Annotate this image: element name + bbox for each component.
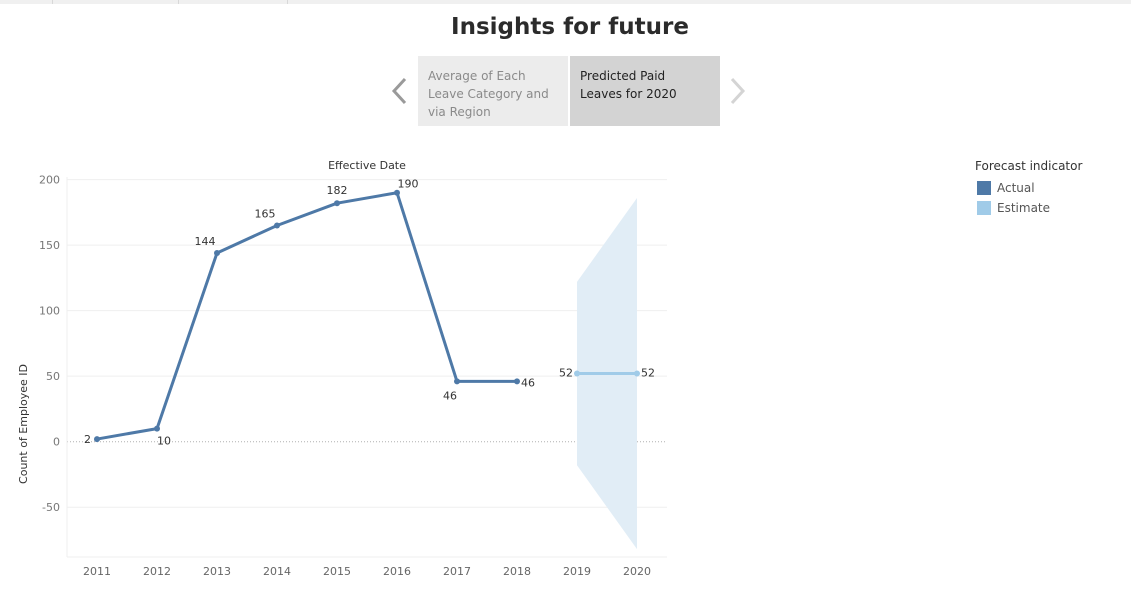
data-label-actual: 190: [398, 178, 419, 191]
top-toolbar-strip: [0, 0, 1131, 4]
data-point-actual: [514, 378, 520, 385]
legend-item-actual[interactable]: Actual: [975, 178, 1082, 198]
legend-label-actual: Actual: [997, 181, 1035, 195]
data-label-actual: 10: [157, 435, 171, 448]
x-tick-label: 2015: [323, 565, 351, 578]
x-tick-label: 2020: [623, 565, 651, 578]
legend-swatch-estimate: [977, 201, 991, 215]
y-tick-label: 100: [39, 305, 60, 318]
data-point-actual: [214, 250, 220, 256]
y-tick-label: -50: [42, 501, 60, 514]
x-tick-label: 2019: [563, 565, 591, 578]
chevron-left-icon[interactable]: [390, 76, 410, 106]
data-label-actual: 165: [255, 207, 276, 220]
legend: Forecast indicator Actual Estimate: [975, 159, 1082, 218]
data-label-actual: 2: [84, 433, 91, 446]
data-point-actual: [394, 189, 400, 196]
x-tick-label: 2016: [383, 565, 411, 578]
y-tick-label: 0: [53, 436, 60, 449]
toolbar-separator: [52, 0, 53, 4]
data-label-actual: 46: [521, 376, 535, 389]
data-point-actual: [154, 425, 160, 432]
series-line-actual: [96, 191, 517, 441]
legend-label-estimate: Estimate: [997, 201, 1051, 215]
data-point-actual: [94, 436, 100, 443]
data-point-actual: [334, 200, 340, 207]
story-point-leave-average[interactable]: Average of Each Leave Category and via R…: [418, 56, 568, 126]
y-axis-label: Count of Employee ID: [17, 364, 30, 484]
x-tick-label: 2018: [503, 565, 531, 578]
data-point-estimate: [574, 370, 580, 377]
data-point-actual: [274, 222, 280, 229]
x-tick-label: 2012: [143, 565, 171, 578]
toolbar-separator: [287, 0, 288, 4]
data-label-actual: 144: [195, 235, 216, 248]
y-tick-label: 200: [39, 174, 60, 187]
y-tick-label: 50: [46, 370, 60, 383]
legend-item-estimate[interactable]: Estimate: [975, 198, 1082, 218]
toolbar-separator: [178, 0, 179, 4]
y-tick-label: 150: [39, 239, 60, 252]
chart-title: Effective Date: [328, 159, 406, 172]
legend-swatch-actual: [977, 181, 991, 195]
x-tick-label: 2017: [443, 565, 471, 578]
data-label-actual: 46: [443, 389, 457, 402]
legend-title: Forecast indicator: [975, 159, 1083, 173]
data-label-actual: 182: [327, 184, 348, 197]
x-tick-label: 2014: [263, 565, 291, 578]
data-label-estimate: 52: [559, 367, 573, 380]
page-title: Insights for future: [451, 14, 689, 40]
data-point-estimate: [634, 370, 640, 377]
x-tick-label: 2011: [83, 565, 111, 578]
story-point-predicted-paid-leaves[interactable]: Predicted Paid Leaves for 2020: [570, 56, 720, 126]
data-point-actual: [454, 378, 460, 385]
forecast-line-chart: Effective Date Count of Employee ID -50 0…: [17, 159, 667, 578]
chevron-right-icon[interactable]: [728, 76, 748, 106]
x-tick-label: 2013: [203, 565, 231, 578]
data-label-estimate: 52: [641, 367, 655, 380]
